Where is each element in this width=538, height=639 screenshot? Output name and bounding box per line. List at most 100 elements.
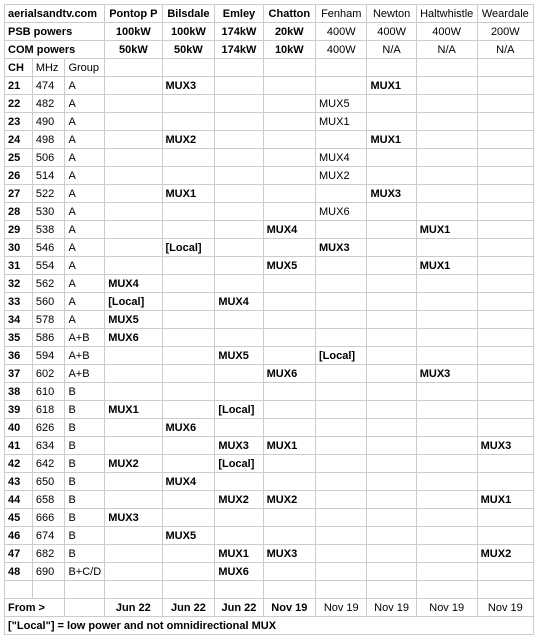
mux-cell: MUX6 bbox=[162, 419, 215, 437]
table-row: 28530AMUX6 bbox=[5, 203, 534, 221]
mux-cell bbox=[263, 167, 315, 185]
mux-cell bbox=[477, 347, 533, 365]
mux-cell bbox=[477, 329, 533, 347]
table-row: 48690B+C/DMUX6 bbox=[5, 563, 534, 581]
mux-cell bbox=[162, 149, 215, 167]
transmitter-name: Haltwhistle bbox=[416, 5, 477, 23]
ch-cell: 48 bbox=[5, 563, 33, 581]
group-cell: B bbox=[65, 509, 105, 527]
com-power: 10kW bbox=[263, 41, 315, 59]
mux-cell bbox=[263, 77, 315, 95]
mux-cell bbox=[316, 77, 367, 95]
table-row: 21474AMUX3MUX1 bbox=[5, 77, 534, 95]
mux-cell bbox=[162, 257, 215, 275]
spacer bbox=[316, 581, 367, 599]
mux-cell bbox=[215, 365, 263, 383]
mux-cell bbox=[367, 347, 416, 365]
mux-cell bbox=[316, 275, 367, 293]
mux-cell: MUX4 bbox=[316, 149, 367, 167]
group-cell: A bbox=[65, 239, 105, 257]
mux-cell bbox=[263, 383, 315, 401]
empty-cell bbox=[215, 59, 263, 77]
mux-cell bbox=[367, 239, 416, 257]
mhz-header: MHz bbox=[32, 59, 65, 77]
group-cell: B bbox=[65, 491, 105, 509]
mux-cell: MUX5 bbox=[263, 257, 315, 275]
mux-cell bbox=[162, 329, 215, 347]
mux-cell bbox=[263, 149, 315, 167]
mux-cell: MUX3 bbox=[367, 185, 416, 203]
mux-cell bbox=[416, 329, 477, 347]
mux-cell: MUX5 bbox=[316, 95, 367, 113]
mux-cell: MUX3 bbox=[215, 437, 263, 455]
mux-cell bbox=[367, 473, 416, 491]
mux-cell bbox=[367, 401, 416, 419]
mux-cell bbox=[105, 383, 162, 401]
mux-cell bbox=[367, 275, 416, 293]
mux-cell bbox=[105, 131, 162, 149]
from-date: Nov 19 bbox=[316, 599, 367, 617]
mux-cell bbox=[477, 527, 533, 545]
ch-cell: 44 bbox=[5, 491, 33, 509]
mux-cell bbox=[316, 563, 367, 581]
psb-power: 200W bbox=[477, 23, 533, 41]
mhz-cell: 626 bbox=[32, 419, 65, 437]
mhz-cell: 474 bbox=[32, 77, 65, 95]
mux-cell bbox=[105, 257, 162, 275]
table-row: 43650BMUX4 bbox=[5, 473, 534, 491]
mux-cell bbox=[416, 545, 477, 563]
mux-cell bbox=[162, 383, 215, 401]
mux-cell bbox=[162, 203, 215, 221]
table-row: ["Local"] = low power and not omnidirect… bbox=[5, 617, 534, 635]
group-cell: A+B bbox=[65, 347, 105, 365]
mux-cell: MUX5 bbox=[215, 347, 263, 365]
ch-cell: 36 bbox=[5, 347, 33, 365]
group-header: Group bbox=[65, 59, 105, 77]
table-row: 33560A[Local]MUX4 bbox=[5, 293, 534, 311]
group-cell: B bbox=[65, 473, 105, 491]
mhz-cell: 682 bbox=[32, 545, 65, 563]
mux-cell: MUX3 bbox=[162, 77, 215, 95]
group-cell: A bbox=[65, 221, 105, 239]
mux-cell: [Local] bbox=[215, 455, 263, 473]
table-row: 46674BMUX5 bbox=[5, 527, 534, 545]
mux-cell bbox=[416, 455, 477, 473]
com-power: 400W bbox=[316, 41, 367, 59]
mux-cell bbox=[263, 95, 315, 113]
mux-cell bbox=[416, 473, 477, 491]
ch-header: CH bbox=[5, 59, 33, 77]
mux-cell bbox=[367, 293, 416, 311]
transmitter-name: Emley bbox=[215, 5, 263, 23]
mux-cell bbox=[477, 311, 533, 329]
mux-cell bbox=[215, 131, 263, 149]
group-cell: A bbox=[65, 275, 105, 293]
ch-cell: 31 bbox=[5, 257, 33, 275]
mux-cell: MUX1 bbox=[105, 401, 162, 419]
mux-cell bbox=[316, 185, 367, 203]
ch-cell: 45 bbox=[5, 509, 33, 527]
mux-cell bbox=[263, 239, 315, 257]
table-row: 32562AMUX4 bbox=[5, 275, 534, 293]
mux-cell bbox=[477, 365, 533, 383]
table-row: 24498AMUX2MUX1 bbox=[5, 131, 534, 149]
group-cell: A bbox=[65, 131, 105, 149]
group-cell: A bbox=[65, 149, 105, 167]
mux-cell bbox=[162, 221, 215, 239]
table-row: 38610B bbox=[5, 383, 534, 401]
mux-cell bbox=[367, 95, 416, 113]
mux-cell bbox=[215, 203, 263, 221]
spacer bbox=[162, 581, 215, 599]
table-row: 22482AMUX5 bbox=[5, 95, 534, 113]
transmitter-name: Newton bbox=[367, 5, 416, 23]
table-row: CHMHzGroup bbox=[5, 59, 534, 77]
empty-cell bbox=[416, 59, 477, 77]
mux-cell bbox=[367, 563, 416, 581]
mux-cell bbox=[477, 275, 533, 293]
mux-cell bbox=[477, 401, 533, 419]
mux-cell bbox=[477, 455, 533, 473]
mux-cell bbox=[416, 185, 477, 203]
mux-cell bbox=[263, 311, 315, 329]
table-row: 41634BMUX3MUX1MUX3 bbox=[5, 437, 534, 455]
mux-cell bbox=[263, 509, 315, 527]
mux-cell bbox=[316, 419, 367, 437]
